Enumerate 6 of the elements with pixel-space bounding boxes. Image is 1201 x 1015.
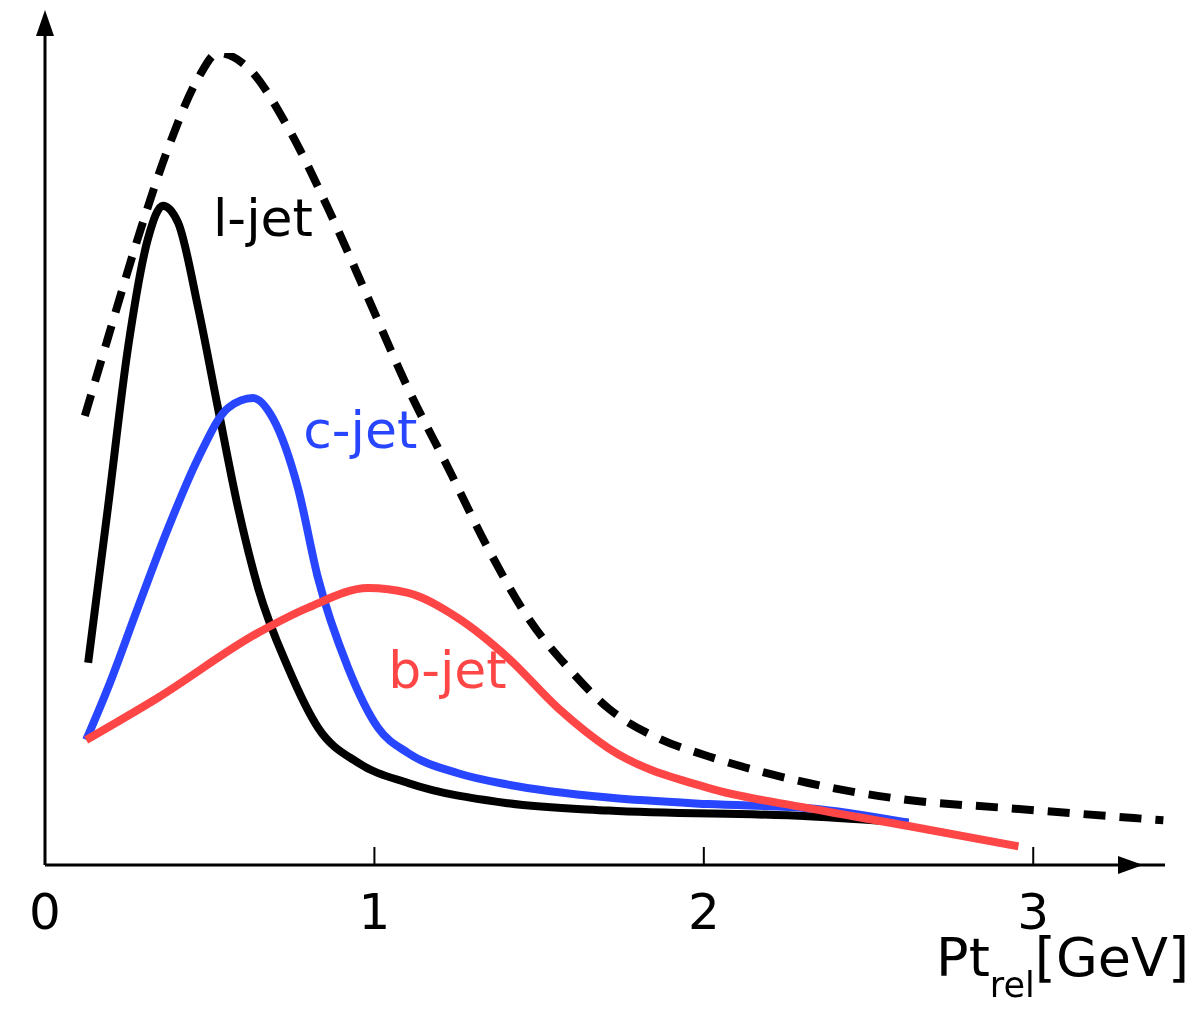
series-label: b-jet <box>388 640 507 701</box>
x-tick-label: 2 <box>687 882 720 941</box>
x-tick-label: 0 <box>29 882 61 941</box>
series-label: c-jet <box>303 400 418 461</box>
series-label: l-jet <box>212 187 313 248</box>
x-tick-label: 1 <box>358 882 391 941</box>
